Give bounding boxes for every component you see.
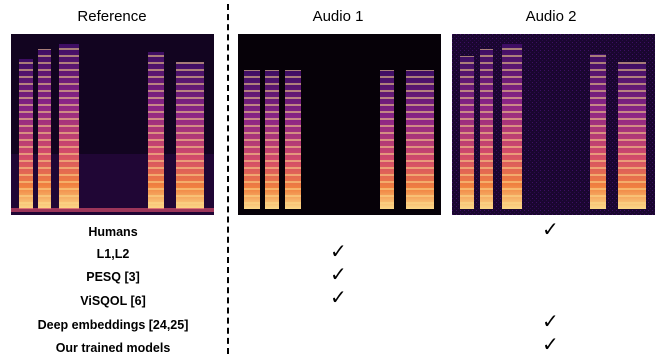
reference-spectrogram: [11, 34, 214, 215]
audio2-spectrogram: [452, 34, 655, 215]
check-icon: ✓: [330, 287, 347, 309]
row-label-our-models: Our trained models: [55, 341, 171, 355]
row-label-humans: Humans: [88, 225, 138, 239]
audio1-title: Audio 1: [312, 8, 364, 25]
check-icon: ✓: [542, 334, 559, 356]
row-label-l1l2: L1,L2: [96, 247, 130, 261]
column-divider: [227, 4, 229, 354]
reference-title: Reference: [77, 8, 147, 25]
row-label-pesq: PESQ [3]: [86, 270, 140, 284]
check-icon: ✓: [330, 264, 347, 286]
check-icon: ✓: [330, 241, 347, 263]
check-icon: ✓: [542, 219, 559, 241]
audio2-title: Audio 2: [525, 8, 577, 25]
row-label-visqol: ViSQOL [6]: [80, 294, 146, 308]
audio1-spectrogram: [238, 34, 441, 215]
check-icon: ✓: [542, 311, 559, 333]
row-label-deep-embeddings: Deep embeddings [24,25]: [37, 318, 189, 332]
